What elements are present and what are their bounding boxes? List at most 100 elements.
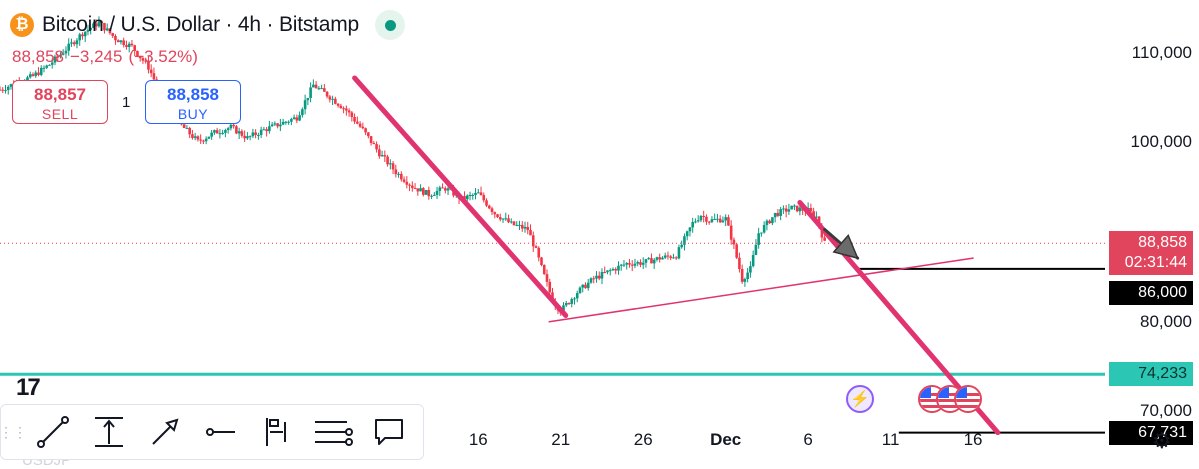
candle-body	[309, 87, 312, 98]
candle-body	[28, 74, 32, 78]
trendline-tool[interactable]	[25, 412, 81, 452]
candle-body	[729, 225, 733, 240]
candle-body	[672, 257, 675, 259]
candle-body	[545, 274, 549, 282]
candle-body	[636, 262, 640, 264]
y-tick-label: 70,000	[1140, 401, 1192, 421]
candle-body	[509, 221, 513, 223]
candle-countdown: 02:31:44	[1124, 254, 1187, 272]
drag-handle-icon[interactable]: ⋮⋮	[0, 423, 27, 440]
candle-body	[336, 103, 340, 106]
candle-body	[111, 33, 114, 36]
candle-body	[630, 264, 634, 266]
horizontal-ray-icon	[206, 428, 235, 436]
candle-body	[204, 138, 208, 142]
candle-body	[42, 67, 46, 69]
candle-body	[105, 28, 109, 31]
candle-body	[364, 128, 367, 133]
candle-body	[586, 282, 590, 289]
candle-body	[89, 27, 93, 30]
candle-body	[290, 119, 293, 122]
candle-body	[784, 208, 788, 212]
trendlines-layer[interactable]	[352, 75, 1001, 436]
x-tick-label: 26	[633, 430, 653, 449]
candle-body	[273, 123, 277, 125]
level-tag-74233: 74,233	[1109, 362, 1193, 387]
candle-body	[138, 56, 142, 59]
candle-body	[639, 262, 642, 265]
us-flag-event-icon[interactable]	[954, 385, 982, 413]
candle-body	[531, 235, 535, 247]
buy-button[interactable]: 88,858 BUY	[145, 80, 241, 124]
candle-body	[386, 156, 389, 165]
chart-settings-gear-icon[interactable]: ⚙	[1152, 428, 1172, 453]
candle-body	[812, 211, 815, 217]
candle-body	[702, 216, 705, 218]
candle-body	[661, 257, 664, 260]
candle-body	[292, 117, 296, 120]
candle-body	[490, 208, 494, 213]
current-price-tag: 88,858 02:31:44	[1109, 231, 1193, 276]
candle-body	[34, 72, 38, 76]
candle-body	[127, 43, 131, 47]
candle-body	[94, 23, 98, 27]
candle-body	[592, 278, 596, 280]
candle-body	[31, 74, 35, 76]
arrow-tool[interactable]	[137, 412, 193, 452]
candle-body	[413, 188, 417, 190]
candle-body	[144, 60, 147, 62]
event-flash-icon[interactable]: ⚡	[846, 385, 874, 413]
candle-body	[707, 221, 711, 223]
candle-body	[540, 257, 543, 266]
candle-body	[713, 218, 716, 220]
candle-body	[658, 257, 662, 260]
symbol-title[interactable]: Bitcoin / U.S. Dollar · 4h · Bitstamp	[42, 13, 360, 36]
candle-body	[389, 163, 392, 165]
horizontal-ray-tool[interactable]	[193, 412, 249, 452]
candle-body	[39, 67, 43, 75]
candle-body	[655, 257, 659, 260]
candle-body	[72, 42, 76, 45]
sell-button[interactable]: 88,857 SELL	[12, 80, 108, 124]
candle-body	[650, 258, 653, 264]
parallel-channel-tool[interactable]	[305, 412, 361, 452]
candle-body	[611, 269, 615, 271]
candle-body	[67, 43, 71, 51]
candle-body	[724, 217, 727, 221]
arrowhead-3	[832, 233, 859, 260]
candle-body	[718, 218, 722, 223]
fib-tool[interactable]	[249, 412, 305, 452]
candle-body	[595, 275, 598, 279]
candle-body	[422, 188, 425, 195]
candle-body	[529, 230, 532, 236]
x-tick-label: 16	[468, 430, 488, 449]
candle-body	[50, 62, 54, 65]
arrow-icon	[152, 418, 179, 445]
candle-body	[306, 97, 310, 101]
candle-body	[75, 40, 79, 45]
candle-body	[218, 133, 222, 135]
market-status-indicator[interactable]	[375, 10, 406, 40]
candle-body	[4, 90, 7, 92]
bitcoin-icon: ₿	[10, 13, 34, 37]
candle-body	[108, 28, 112, 34]
x-tick-label: 6	[803, 430, 813, 449]
candle-body	[652, 259, 656, 264]
price-range-tool[interactable]	[81, 412, 137, 452]
candle-body	[738, 257, 741, 270]
candle-body	[48, 64, 51, 66]
candle-body	[248, 136, 252, 138]
candle-body	[520, 224, 524, 229]
candle-body	[507, 218, 510, 223]
candle-body	[188, 127, 191, 135]
candle-body	[795, 205, 799, 212]
candle-body	[749, 266, 752, 273]
callout-tool[interactable]	[361, 412, 417, 452]
speech-bubble-icon	[375, 419, 403, 445]
tradingview-logo[interactable]: 17	[16, 374, 41, 401]
candle-body	[606, 270, 609, 273]
candle-body	[130, 43, 134, 46]
trendline-0	[352, 75, 569, 318]
candle-body	[81, 34, 84, 37]
